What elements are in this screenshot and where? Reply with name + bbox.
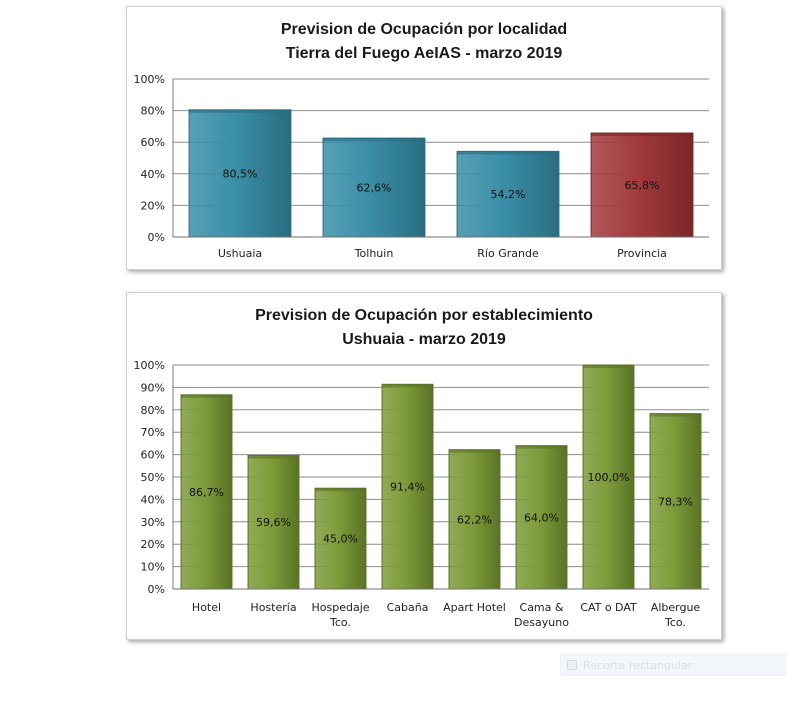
x-tick-label: CAT o DAT <box>580 601 637 614</box>
data-label: 62,2% <box>457 513 492 526</box>
bar-top-edge <box>248 455 299 459</box>
bar-top-edge <box>650 413 701 417</box>
x-tick-label: Hospedaje Tco. <box>311 601 369 629</box>
chart-title: Prevision de Ocupación por establecimien… <box>255 307 593 324</box>
y-tick-label: 40% <box>141 493 165 506</box>
data-label: 65,8% <box>625 179 660 192</box>
y-tick-label: 0% <box>148 231 165 244</box>
bar <box>582 364 635 590</box>
y-tick-label: 10% <box>141 561 165 574</box>
bar <box>314 487 367 590</box>
chart-subtitle: Ushuaia - marzo 2019 <box>342 331 506 348</box>
snipping-tool-tooltip: Recorte rectangular <box>560 654 786 676</box>
data-label: 91,4% <box>390 481 425 494</box>
data-label: 86,7% <box>189 486 224 499</box>
x-tick-label: Hostería <box>250 601 296 614</box>
y-tick-label: 70% <box>141 426 165 439</box>
y-tick-label: 20% <box>141 199 165 212</box>
data-label: 62,6% <box>357 182 392 195</box>
bar-top-edge <box>449 449 500 453</box>
y-tick-label: 60% <box>141 136 165 149</box>
y-tick-label: 80% <box>141 105 165 118</box>
y-tick-label: 80% <box>141 404 165 417</box>
data-label: 100,0% <box>588 471 630 484</box>
x-tick-label: Cabaña <box>387 601 429 614</box>
x-tick-label: Apart Hotel <box>443 601 506 614</box>
bar-top-edge <box>181 394 232 398</box>
snip-mode-label: Recorte rectangular <box>583 658 693 672</box>
y-tick-label: 50% <box>141 471 165 484</box>
y-tick-label: 0% <box>148 583 165 596</box>
y-tick-label: 60% <box>141 449 165 462</box>
data-label: 78,3% <box>658 495 693 508</box>
x-tick-label: Hotel <box>192 601 221 614</box>
bar-chart-localidad: 0% 20% 40% 60% 80% 100% 80,5% Ushuaia 62,6% Tolhu… <box>134 73 709 260</box>
y-tick-label: 100% <box>134 73 165 86</box>
data-label: 59,6% <box>256 516 291 529</box>
bar-chart-establecimiento: 0% 10% 20% 30% 40% 50% 60% 70% 80% 90% 100% 86,7% Ho… <box>134 359 709 629</box>
bar <box>322 137 426 238</box>
bar <box>247 454 300 590</box>
bar <box>649 413 702 590</box>
bar-top-edge <box>382 384 433 388</box>
y-tick-label: 40% <box>141 168 165 181</box>
bar-top-edge <box>315 488 366 492</box>
bar-top-edge <box>457 151 559 155</box>
bar <box>188 109 292 238</box>
x-tick-label: Albergue Tco. <box>651 601 701 629</box>
bar <box>515 445 568 590</box>
x-tick-label: Río Grande <box>477 247 539 260</box>
y-tick-label: 20% <box>141 538 165 551</box>
chart-panel-localidad: Prevision de Ocupación por localidad Tie… <box>126 6 722 270</box>
bar <box>448 449 501 590</box>
bar <box>180 394 233 590</box>
bar <box>381 383 434 590</box>
data-label: 80,5% <box>223 167 258 180</box>
bar-top-edge <box>583 365 634 368</box>
data-label: 45,0% <box>323 533 358 546</box>
data-label: 64,0% <box>524 511 559 524</box>
chart-subtitle: Tierra del Fuego AeIAS - marzo 2019 <box>285 45 563 62</box>
bar-top-edge <box>516 445 567 449</box>
bar <box>590 132 694 238</box>
bar-top-edge <box>323 138 425 142</box>
y-tick-label: 90% <box>141 381 165 394</box>
data-label: 54,2% <box>491 188 526 201</box>
chart-panel-establecimiento: Prevision de Ocupación por establecimien… <box>126 292 722 640</box>
bar-top-edge <box>591 133 693 137</box>
x-tick-label: Cama & Desayuno <box>514 601 569 629</box>
bar-top-edge <box>189 109 291 113</box>
chart-title: Prevision de Ocupación por localidad <box>280 21 568 38</box>
y-tick-label: 100% <box>134 359 165 372</box>
x-tick-label: Ushuaia <box>218 247 262 260</box>
scissors-icon <box>567 660 577 670</box>
y-tick-label: 30% <box>141 516 165 529</box>
x-tick-label: Provincia <box>617 247 667 260</box>
x-tick-label: Tolhuin <box>354 247 394 260</box>
